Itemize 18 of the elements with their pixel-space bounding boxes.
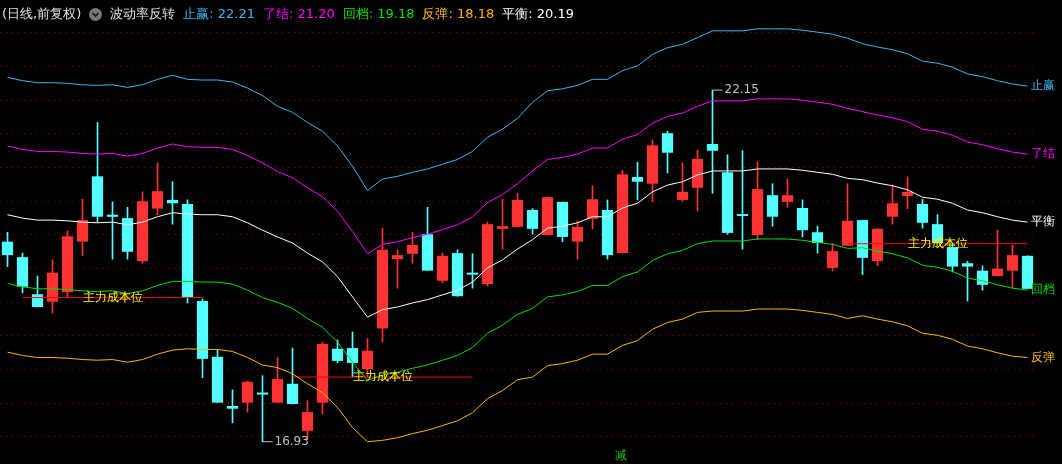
- series-label: 了结: [1030, 146, 1055, 161]
- text: 减: [615, 448, 627, 463]
- text: 了结: [263, 6, 290, 21]
- text: 反弹: [422, 6, 449, 21]
- text: : 18.18: [448, 6, 495, 21]
- chart-subtitle: 波动率反转: [110, 5, 176, 23]
- text: : 20.19: [528, 6, 574, 21]
- series-label: 平衡: [1030, 214, 1055, 229]
- chart-title: (日线,前复权): [2, 5, 82, 23]
- annotation: 22.15: [724, 82, 759, 97]
- text: : 19.18: [368, 6, 415, 21]
- text: 回档: [342, 6, 369, 21]
- series-label: 回档: [1030, 282, 1055, 297]
- annotation: 16.93: [274, 433, 309, 448]
- text: : 22.21: [209, 6, 256, 21]
- series-label: 止赢: [1030, 78, 1055, 93]
- series-label: 反弹: [1030, 349, 1055, 364]
- text: : 21.20: [289, 6, 335, 21]
